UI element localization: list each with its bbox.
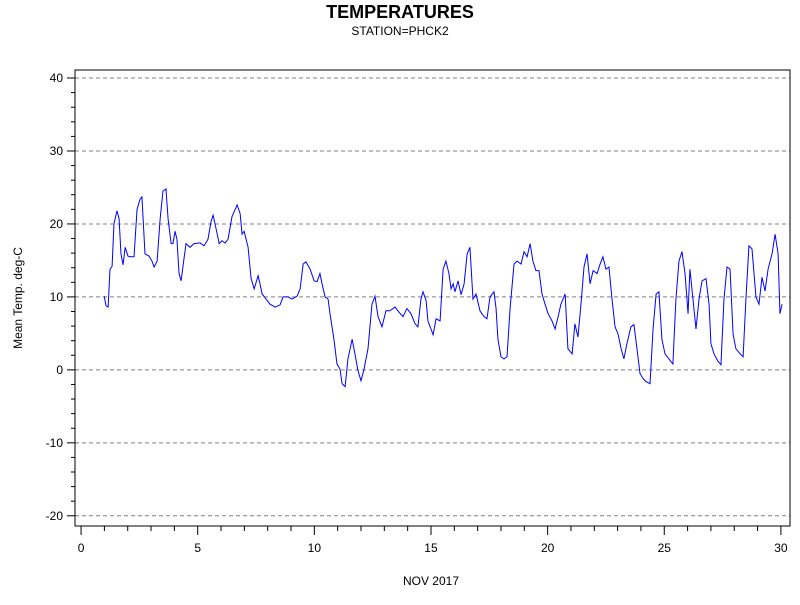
y-tick-label: -20 [46,509,64,523]
y-axis-label: Mean Temp. deg-C [11,247,25,349]
chart-title: TEMPERATURES [326,2,474,22]
y-tick-label: 30 [50,144,64,158]
x-tick-label: 5 [194,541,201,555]
plot-frame [74,69,791,527]
y-tick-label: 0 [56,363,63,377]
x-tick-label: 10 [308,541,322,555]
x-tick-label: 15 [424,541,438,555]
x-axis-label: NOV 2017 [403,574,459,588]
x-tick-label: 0 [78,541,85,555]
y-tick-label: 10 [50,290,64,304]
y-tick-label: 40 [50,71,64,85]
x-tick-label: 25 [658,541,672,555]
chart-subtitle: STATION=PHCK2 [351,24,449,38]
y-tick-label: 20 [50,217,64,231]
y-tick-label: -10 [46,436,64,450]
data-line [103,187,783,388]
x-tick-label: 30 [774,541,788,555]
x-tick-label: 20 [541,541,555,555]
